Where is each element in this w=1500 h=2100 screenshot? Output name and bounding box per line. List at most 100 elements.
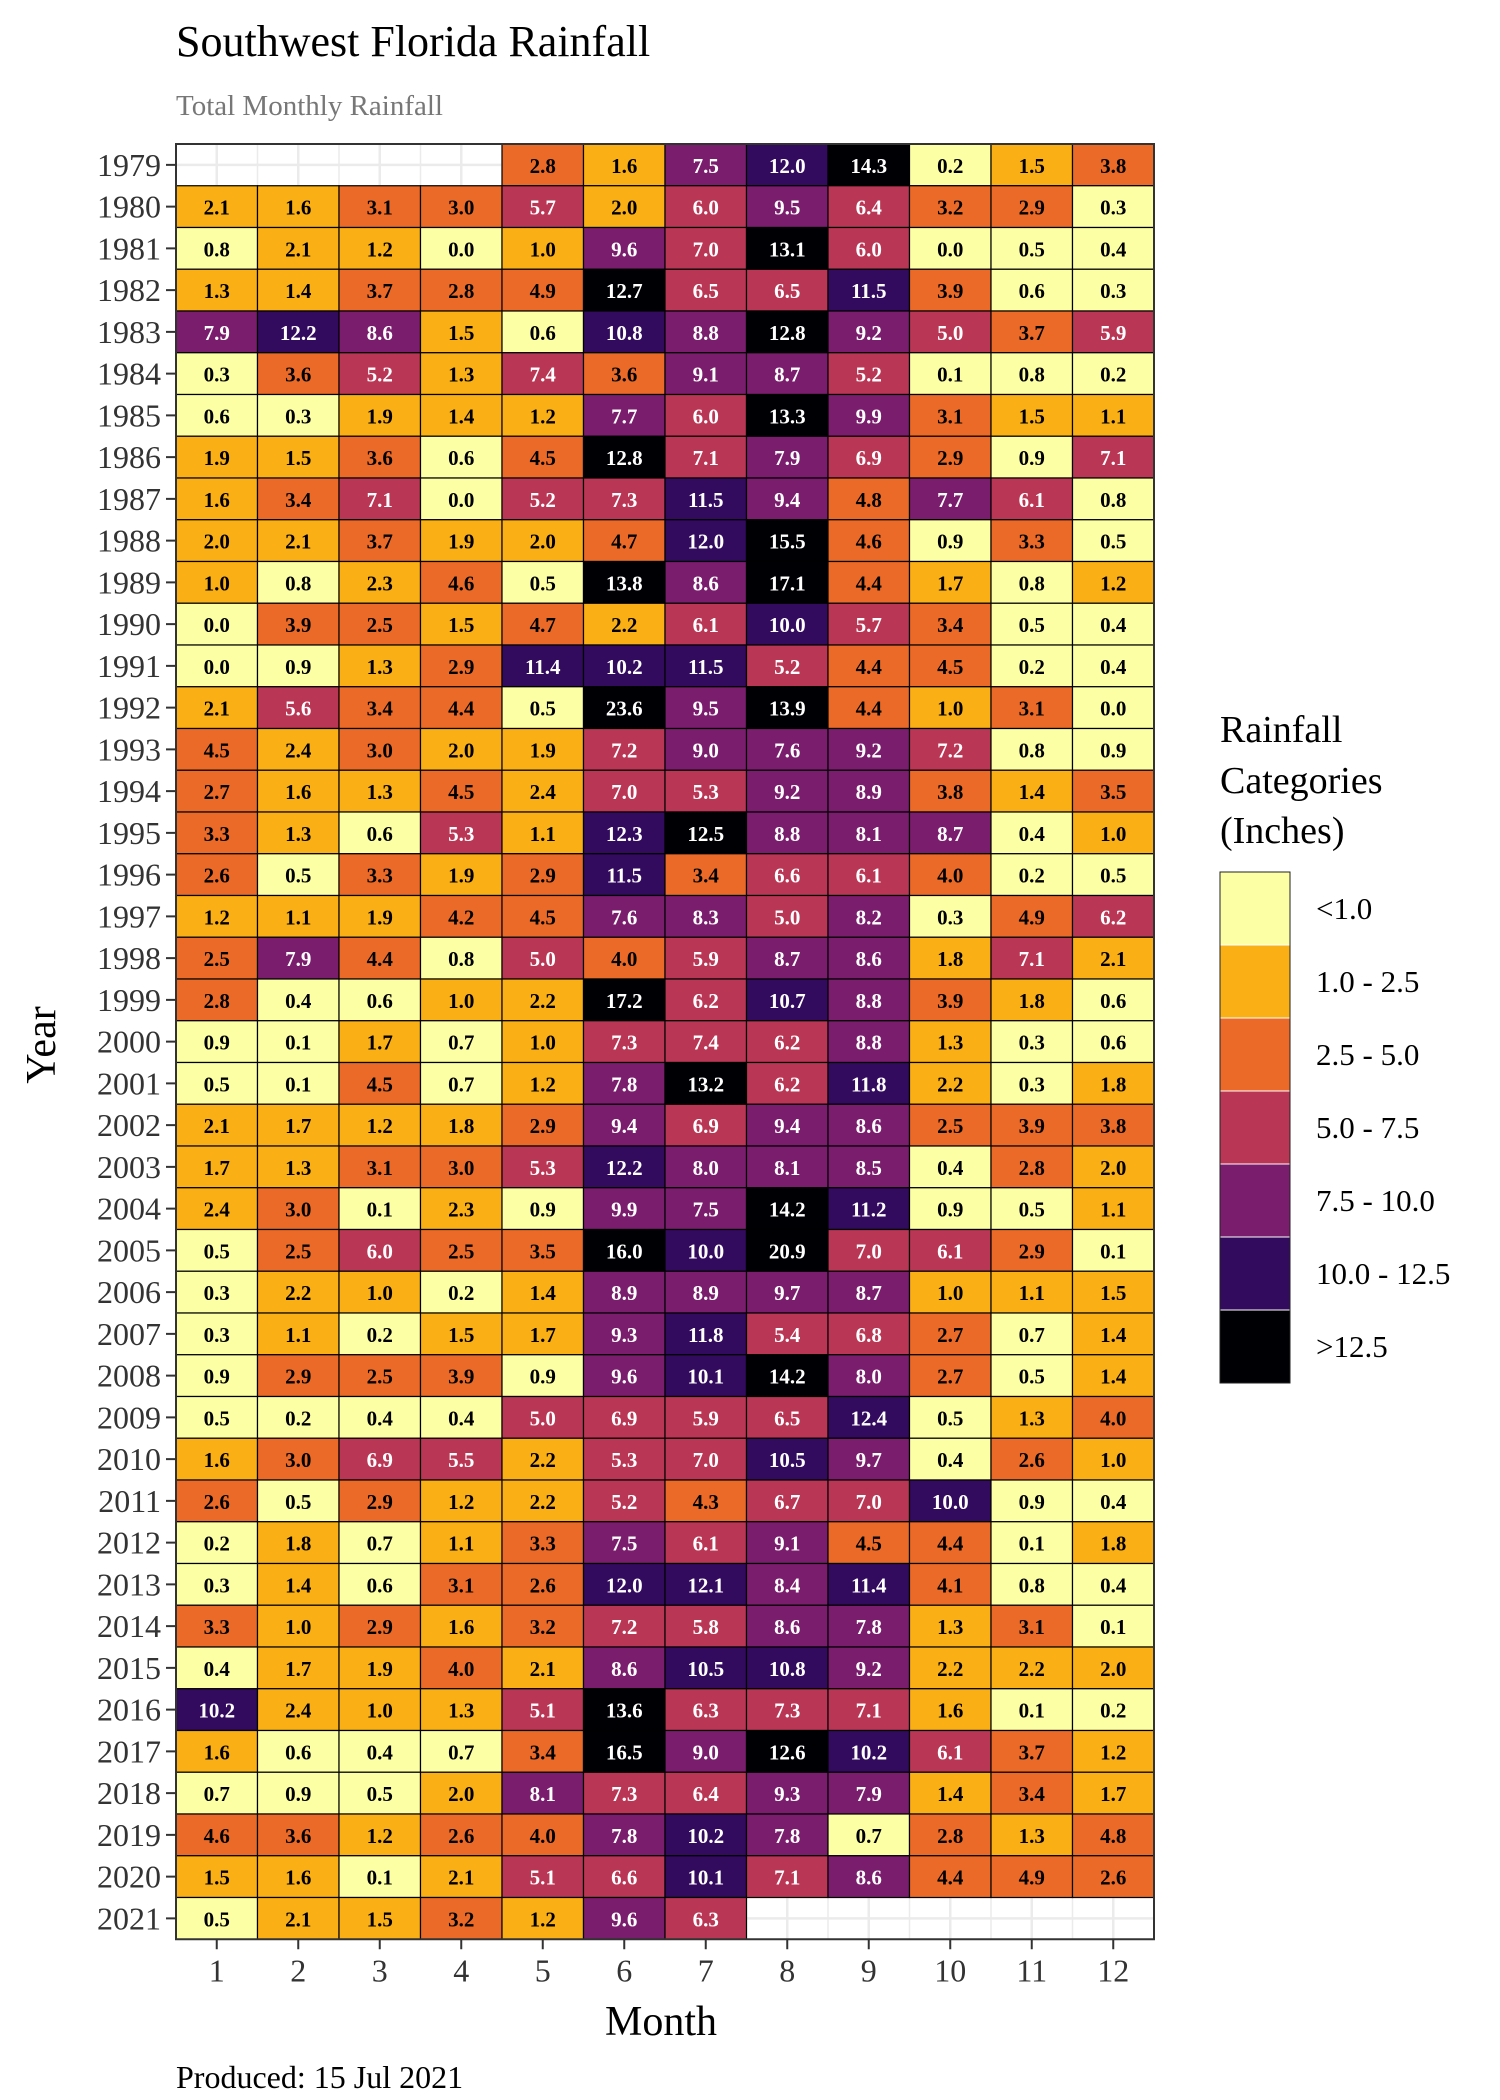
heatmap-cell <box>908 1395 992 1439</box>
cell-value-label: 10.8 <box>769 1657 806 1681</box>
heatmap-cell <box>256 1228 340 1272</box>
cell-value-label: 0.4 <box>448 1406 475 1430</box>
y-tick-label: 2021 <box>97 1900 161 1936</box>
cell-value-label: 4.1 <box>937 1573 963 1597</box>
cell-value-label: 11.5 <box>606 864 642 888</box>
cell-value-label: 0.3 <box>285 404 311 428</box>
heatmap-cell <box>419 519 503 563</box>
cell-value-label: 11.4 <box>525 655 561 679</box>
cell-value-label: 1.8 <box>448 1114 474 1138</box>
cell-value-label: 2.9 <box>530 1114 556 1138</box>
legend-keys: <1.0 1.0 - 2.5 2.5 - 5.0 5.0 - 7.5 7.5 - 10.… <box>1219 871 1450 1384</box>
cell-value-label: 0.5 <box>204 1907 230 1931</box>
cell-value-label: 4.6 <box>204 1824 230 1848</box>
heatmap-cell <box>582 1437 666 1481</box>
cell-value-label: 3.4 <box>937 613 964 637</box>
cell-value-label: 8.6 <box>774 1615 800 1639</box>
cell-value-label: 3.0 <box>285 1448 311 1472</box>
cell-value-label: 5.5 <box>448 1448 474 1472</box>
cell-value-label: 16.5 <box>606 1740 643 1764</box>
heatmap-cell <box>582 310 666 354</box>
cell-value-label: 6.4 <box>693 1782 720 1806</box>
heatmap-cell <box>664 1855 748 1899</box>
cell-value-label: 1.6 <box>611 154 637 178</box>
cell-value-label: 0.6 <box>367 989 393 1013</box>
cell-value-label: 8.7 <box>937 822 963 846</box>
cell-value-label: 2.5 <box>367 613 393 637</box>
heatmap-cell <box>419 644 503 688</box>
heatmap-cell <box>908 560 992 604</box>
cell-value-label: 4.4 <box>937 1866 964 1890</box>
heatmap-cell <box>419 268 503 312</box>
heatmap-cell <box>338 769 422 813</box>
heatmap-cell <box>827 1437 911 1481</box>
y-tick-label: 2012 <box>97 1525 161 1561</box>
cell-value-label: 9.3 <box>774 1782 800 1806</box>
heatmap-cell <box>419 560 503 604</box>
cell-value-label: 0.1 <box>367 1198 393 1222</box>
cell-value-label: 0.2 <box>1019 864 1045 888</box>
heatmap-cell <box>256 393 340 437</box>
heatmap-cell <box>338 1562 422 1606</box>
heatmap-cell <box>1071 1437 1155 1481</box>
cell-value-label: 2.0 <box>530 530 556 554</box>
heatmap-cell <box>419 894 503 938</box>
heatmap-cell <box>664 894 748 938</box>
cell-value-label: 2.1 <box>285 530 311 554</box>
cell-value-label: 14.2 <box>769 1365 806 1389</box>
cell-value-label: 7.8 <box>774 1824 800 1848</box>
heatmap-cell <box>582 1771 666 1815</box>
cell-value-label: 3.3 <box>204 822 230 846</box>
cell-value-label: 5.9 <box>693 1406 719 1430</box>
cell-value-label: 1.6 <box>937 1699 963 1723</box>
heatmap-cell <box>419 1187 503 1231</box>
heatmap-cell <box>1071 226 1155 270</box>
cell-value-label: 0.9 <box>1019 1490 1045 1514</box>
cell-value-label: 7.1 <box>1100 446 1126 470</box>
heatmap-cell <box>1071 310 1155 354</box>
cell-value-label: 0.5 <box>1100 864 1126 888</box>
y-tick-label: 2008 <box>97 1358 161 1394</box>
cell-value-label: 4.5 <box>530 446 556 470</box>
cell-value-label: 1.1 <box>1100 404 1126 428</box>
heatmap-cell <box>664 1771 748 1815</box>
cell-value-label: 1.7 <box>204 1156 230 1180</box>
cell-value-label: 2.8 <box>1019 1156 1045 1180</box>
cell-value-label: 2.7 <box>937 1365 963 1389</box>
cell-value-label: 5.3 <box>611 1448 637 1472</box>
heatmap-cell <box>745 1187 829 1231</box>
cell-value-label: 4.5 <box>856 1532 882 1556</box>
cell-value-label: 2.6 <box>1019 1448 1045 1472</box>
cell-value-label: 1.8 <box>1019 989 1045 1013</box>
cell-value-label: 0.8 <box>1019 571 1045 595</box>
cell-value-label: 2.5 <box>204 947 230 971</box>
cell-value-label: 0.5 <box>367 1782 393 1806</box>
x-tick-label: 1 <box>209 1952 225 1988</box>
heatmap-cell <box>582 686 666 730</box>
cell-value-label: 5.2 <box>856 363 882 387</box>
heatmap-cell <box>664 185 748 229</box>
y-tick-label: 2005 <box>97 1232 161 1268</box>
heatmap-cell <box>827 811 911 855</box>
cell-value-label: 0.1 <box>1019 1532 1045 1556</box>
cell-value-label: 2.9 <box>448 655 474 679</box>
cell-value-label: 0.2 <box>1100 363 1126 387</box>
cell-value-label: 0.8 <box>204 237 230 261</box>
heatmap-cell <box>419 1270 503 1314</box>
cell-value-label: 0.6 <box>1019 279 1045 303</box>
heatmap-cell <box>1071 727 1155 771</box>
heatmap-cell <box>419 1312 503 1356</box>
cell-value-label: 3.6 <box>611 363 637 387</box>
x-tick-label: 2 <box>290 1952 306 1988</box>
cell-value-label: 3.2 <box>530 1615 556 1639</box>
heatmap-cell <box>908 477 992 521</box>
cell-value-label: 8.2 <box>856 905 882 929</box>
cell-value-label: 7.7 <box>937 488 963 512</box>
cell-value-label: 17.1 <box>769 571 806 595</box>
x-tick-label: 8 <box>779 1952 795 1988</box>
cell-value-label: 1.6 <box>285 1866 311 1890</box>
cell-value-label: 7.0 <box>693 237 719 261</box>
cell-value-label: 1.0 <box>937 1281 963 1305</box>
cell-value-label: 2.5 <box>367 1365 393 1389</box>
cell-value-label: 0.0 <box>1100 697 1126 721</box>
